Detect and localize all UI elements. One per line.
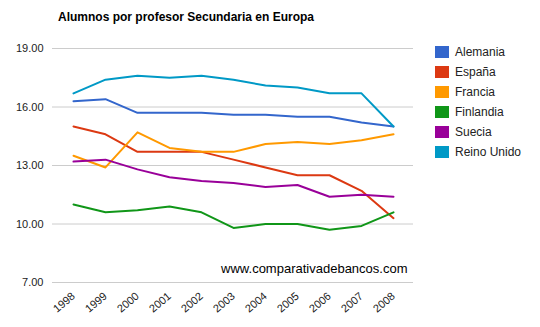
svg-text:1998: 1998: [51, 290, 77, 315]
svg-text:1999: 1999: [83, 290, 109, 315]
svg-text:2005: 2005: [275, 290, 301, 315]
svg-text:2001: 2001: [147, 290, 173, 315]
svg-text:2000: 2000: [115, 290, 141, 315]
html-text:Reino Unido: Reino Unido: [455, 145, 521, 159]
svg-text:16.00: 16.00: [16, 101, 44, 113]
html-text:Finlandia: Finlandia: [455, 105, 504, 119]
svg-text:7.00: 7.00: [22, 276, 43, 288]
svg-text:10.00: 10.00: [16, 218, 44, 230]
svg-text:2007: 2007: [339, 290, 365, 315]
svg-text:2002: 2002: [179, 290, 205, 315]
svg-text:www.comparativadebancos.com: www.comparativadebancos.com: [220, 261, 407, 276]
html-text:Alemania: Alemania: [455, 45, 505, 59]
html-text:Suecia: Suecia: [455, 125, 492, 139]
svg-text:2004: 2004: [243, 290, 269, 315]
html-text:Alumnos por profesor Secundari: Alumnos por profesor Secundaria en Europ…: [58, 10, 314, 24]
svg-text:2006: 2006: [307, 290, 333, 315]
svg-text:2008: 2008: [371, 290, 397, 315]
html-text:España: España: [455, 65, 496, 79]
svg-text:2003: 2003: [211, 290, 237, 315]
svg-text:19.00: 19.00: [16, 42, 44, 54]
svg-text:13.00: 13.00: [16, 159, 44, 171]
html-text:Francia: Francia: [455, 85, 495, 99]
